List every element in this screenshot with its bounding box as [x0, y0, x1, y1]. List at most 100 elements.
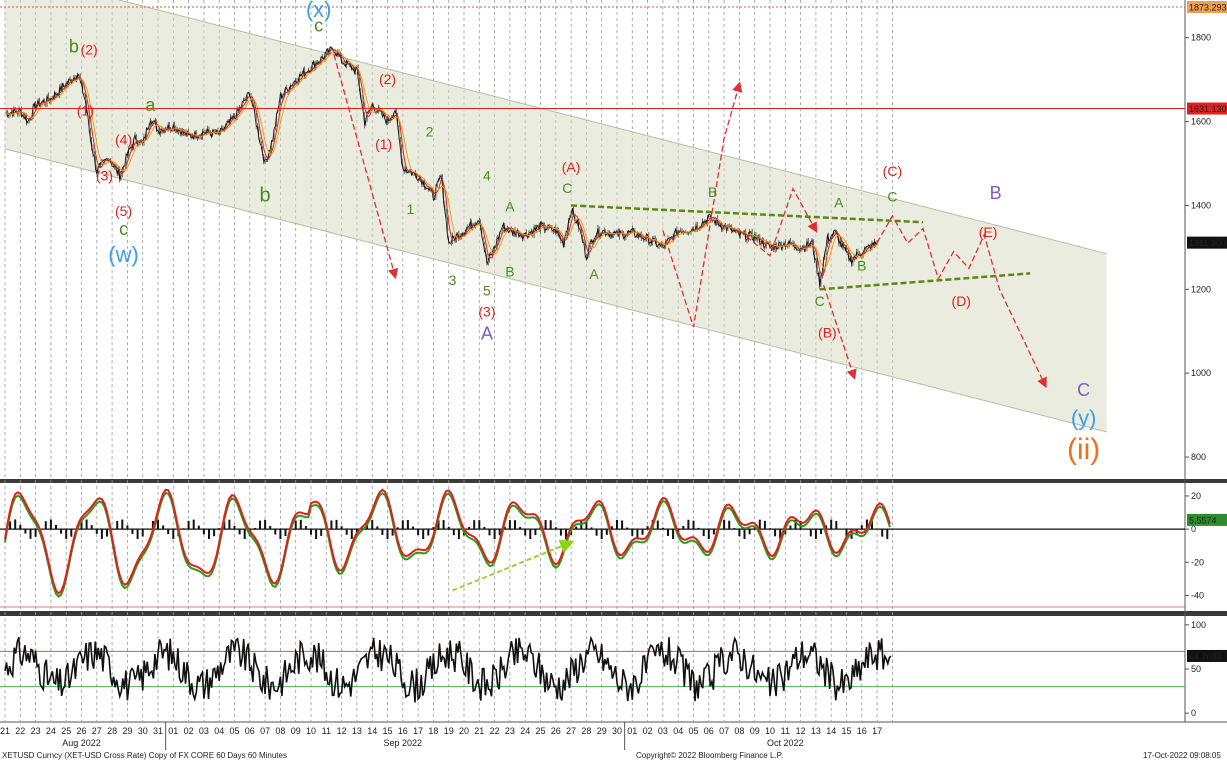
osc-axis-label: 0 [1191, 524, 1196, 534]
triangle-trendline [819, 272, 1031, 291]
day-label: 09 [750, 726, 760, 736]
day-label: 01 [168, 726, 178, 736]
osc-tag: 5.5574 [1187, 513, 1227, 526]
month-label: Sep 2022 [384, 738, 423, 748]
wave-label: (1) [375, 136, 392, 152]
day-label: 11 [781, 726, 790, 736]
wave-label: c [119, 219, 128, 239]
osc-signal-line [4, 491, 891, 598]
day-label: 27 [566, 726, 576, 736]
rsi-line [4, 635, 892, 703]
wave-label: (A) [562, 159, 581, 175]
day-label: 04 [673, 726, 683, 736]
day-label: 07 [260, 726, 270, 736]
svg-text:1311.300: 1311.300 [1189, 238, 1226, 248]
day-label: 14 [826, 726, 836, 736]
day-label: 01 [627, 726, 637, 736]
wave-label: (5) [115, 203, 132, 219]
day-label: 24 [520, 726, 530, 736]
projection-arrow [662, 81, 743, 328]
day-label: 27 [92, 726, 102, 736]
osc-axis-label: -20 [1191, 557, 1204, 567]
osc-axis-label: 20 [1191, 491, 1201, 501]
price-tag: 1311.300 [1187, 236, 1227, 249]
day-label: 23 [31, 726, 41, 736]
wave-label: A [481, 324, 493, 344]
day-label: 13 [811, 726, 821, 736]
day-label: 05 [229, 726, 239, 736]
rsi-axis-label: 50 [1191, 664, 1201, 674]
wave-label: C [562, 180, 572, 196]
wave-label: (x) [306, 0, 332, 22]
wave-label: 4 [483, 167, 491, 183]
wave-label: (3) [478, 304, 495, 320]
wave-label: (ii) [1067, 433, 1100, 466]
footer-security: XETUSD Curncy (XET-USD Cross Rate) Copy … [2, 751, 287, 760]
price-axis-label: 1600 [1191, 117, 1211, 127]
wave-label: a [145, 95, 156, 115]
panel-separator [0, 611, 1227, 616]
divergence-arrow [452, 539, 575, 592]
day-label: 02 [643, 726, 653, 736]
svg-text:1631.130: 1631.130 [1189, 104, 1227, 114]
triangle-trendline [571, 204, 924, 224]
projection-arrow [738, 187, 818, 257]
day-label: 09 [291, 726, 301, 736]
panel-separator [0, 479, 1227, 483]
day-label: 28 [107, 726, 117, 736]
projection-arrow [333, 54, 399, 280]
wave-label: 5 [483, 283, 491, 299]
day-label: 30 [612, 726, 622, 736]
price-tag: 1631.130 [1187, 102, 1227, 115]
day-label: 08 [734, 726, 744, 736]
day-label: 10 [765, 726, 775, 736]
projection-arrow [822, 284, 857, 380]
svg-text:5.5574: 5.5574 [1189, 515, 1217, 525]
day-label: 16 [398, 726, 408, 736]
day-label: 18 [428, 726, 438, 736]
wave-label: b [69, 36, 79, 56]
day-label: 10 [306, 726, 316, 736]
wave-label: (y) [1071, 406, 1097, 431]
wave-label: (2) [81, 42, 98, 58]
day-label: 26 [76, 726, 86, 736]
wave-label: B [857, 257, 866, 273]
wave-label: b [260, 184, 271, 206]
day-label: 11 [322, 726, 331, 736]
wave-label: (1) [77, 102, 94, 118]
day-label: 31 [153, 726, 163, 736]
day-label: 20 [459, 726, 469, 736]
wave-label: C [1077, 380, 1090, 400]
wave-label: (2) [379, 71, 396, 87]
day-label: 28 [581, 726, 591, 736]
day-label: 26 [551, 726, 561, 736]
price-axis-label: 1000 [1191, 368, 1211, 378]
day-label: 06 [245, 726, 255, 736]
day-label: 22 [15, 726, 25, 736]
day-label: 03 [658, 726, 668, 736]
ma-fast-line [4, 48, 878, 278]
day-label: 08 [275, 726, 285, 736]
wave-label: (3) [96, 167, 113, 183]
day-label: 15 [382, 726, 392, 736]
day-label: 02 [184, 726, 194, 736]
channel-lower-line [4, 148, 1107, 433]
month-label: Oct 2022 [767, 738, 804, 748]
day-label: 25 [535, 726, 545, 736]
wave-label: 3 [449, 272, 457, 288]
wave-label: (B) [818, 325, 837, 341]
wave-label: (E) [979, 224, 998, 240]
wave-label: C [887, 188, 897, 204]
footer-timestamp: 17-Oct-2022 09:08:05 [1143, 751, 1221, 760]
wave-label: A [505, 199, 515, 215]
day-label: 13 [352, 726, 362, 736]
day-label: 21 [474, 726, 484, 736]
day-label: 03 [199, 726, 209, 736]
wave-label: B [708, 184, 717, 200]
wave-label: (C) [883, 163, 902, 179]
day-label: 06 [704, 726, 714, 736]
wave-label: A [834, 195, 844, 211]
day-label: 12 [337, 726, 347, 736]
day-label: 29 [122, 726, 132, 736]
